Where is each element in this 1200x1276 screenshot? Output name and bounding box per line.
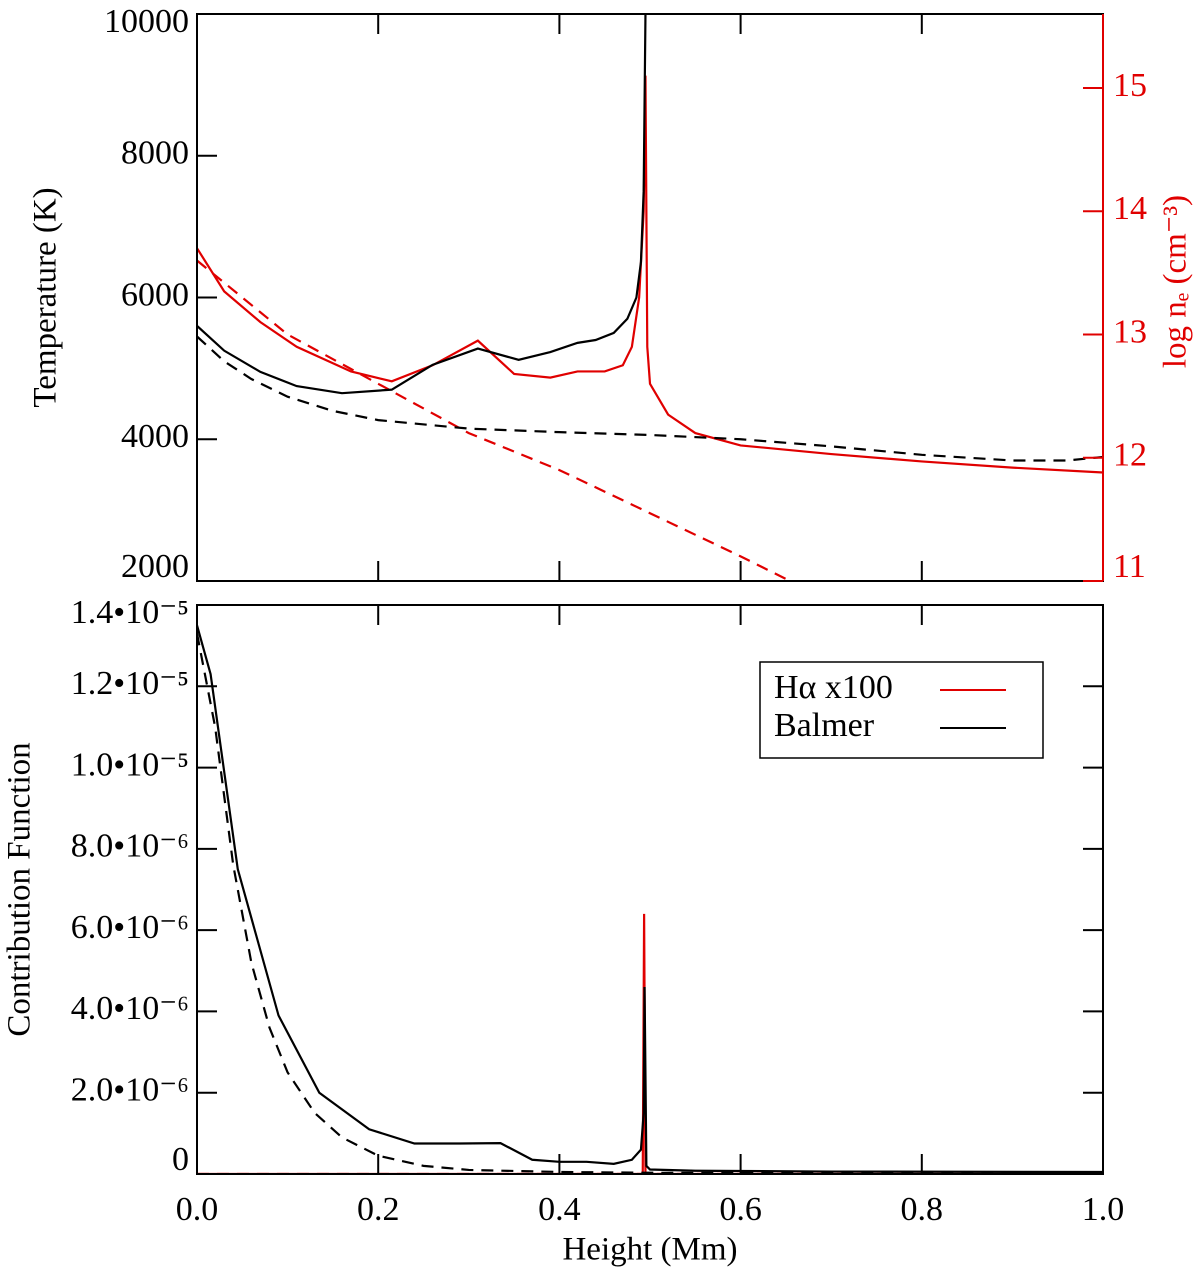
y-tick-label: 4000 — [121, 418, 189, 455]
data-line — [197, 913, 1103, 1174]
x-axis-label: Height (Mm) — [562, 1232, 737, 1268]
x-tick-label: 0.8 — [901, 1191, 944, 1228]
y-tick-label: 2.0•10⁻⁶ — [71, 1072, 189, 1109]
legend-label: Balmer — [774, 707, 875, 744]
y-tick-label: 1.2•10⁻⁵ — [71, 665, 189, 702]
y-tick-label: 10000 — [104, 3, 189, 40]
y-tick-label: 0 — [172, 1141, 189, 1178]
y-tick-label: 8.0•10⁻⁶ — [71, 828, 189, 865]
y-tick-label: 2000 — [121, 548, 189, 585]
legend-label: Hα x100 — [774, 669, 893, 706]
data-line — [197, 625, 1103, 1174]
y-axis-label: Temperature (K) — [28, 187, 64, 407]
y-tick-label: 1.4•10⁻⁵ — [71, 594, 189, 631]
axes-frame — [196, 13, 1104, 582]
y-tick-label: 6.0•10⁻⁶ — [71, 909, 189, 946]
y-tick-label: 6000 — [121, 276, 189, 313]
y2-tick-label: 15 — [1113, 67, 1147, 104]
x-tick-label: 0.2 — [357, 1191, 400, 1228]
y2-axis-label: log nₑ (cm⁻³) — [1158, 195, 1194, 368]
x-tick-label: 0.0 — [176, 1191, 219, 1228]
legend-box — [759, 661, 1044, 759]
data-line — [197, 14, 647, 395]
y-tick-label: 8000 — [121, 135, 189, 172]
y-axis-label: Contribution Function — [2, 742, 38, 1036]
data-line — [197, 259, 793, 581]
data-line — [197, 75, 1103, 474]
data-line — [197, 335, 1103, 462]
plot-area — [197, 625, 1103, 1174]
y-tick-label: 1.0•10⁻⁵ — [71, 746, 189, 783]
y-tick-label: 4.0•10⁻⁶ — [71, 990, 189, 1027]
x-tick-label: 0.4 — [538, 1191, 581, 1228]
y2-tick-label: 12 — [1113, 437, 1147, 474]
x-tick-label: 1.0 — [1082, 1191, 1125, 1228]
plot-area — [197, 14, 1103, 581]
axes-frame — [196, 604, 1104, 1175]
y2-tick-label: 14 — [1113, 190, 1147, 227]
data-line — [197, 633, 1103, 1174]
y2-tick-label: 11 — [1113, 548, 1146, 585]
y2-tick-label: 13 — [1113, 313, 1147, 350]
x-tick-label: 0.6 — [719, 1191, 762, 1228]
